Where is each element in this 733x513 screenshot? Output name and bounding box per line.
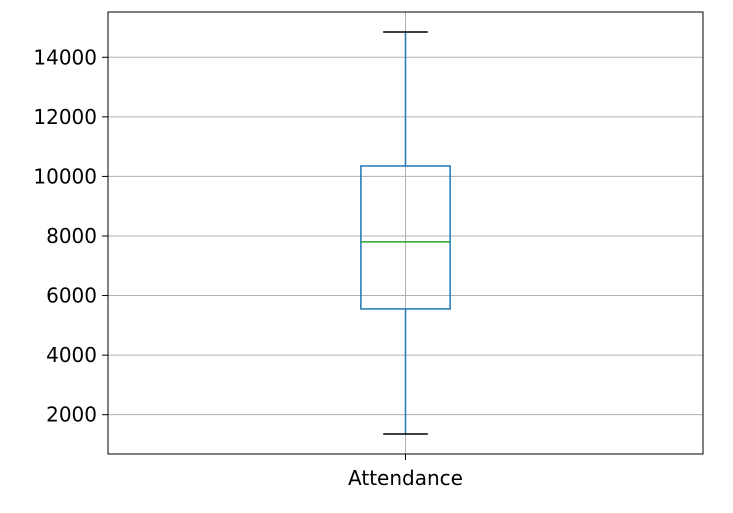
y-tick-label: 12000 [33,105,97,129]
x-category-label: Attendance [348,466,463,490]
y-tick-label: 8000 [46,224,97,248]
y-tick-label: 6000 [46,284,97,308]
y-tick-label: 2000 [46,403,97,427]
iqr-box [360,165,451,310]
boxes [360,31,451,435]
y-tick-label: 4000 [46,343,97,367]
y-tick-label: 10000 [33,164,97,188]
y-tick-label: 14000 [33,45,97,69]
y-axis: 2000 4000 6000 8000 10000 12000 14000 [33,45,108,427]
x-axis: Attendance [348,454,463,490]
